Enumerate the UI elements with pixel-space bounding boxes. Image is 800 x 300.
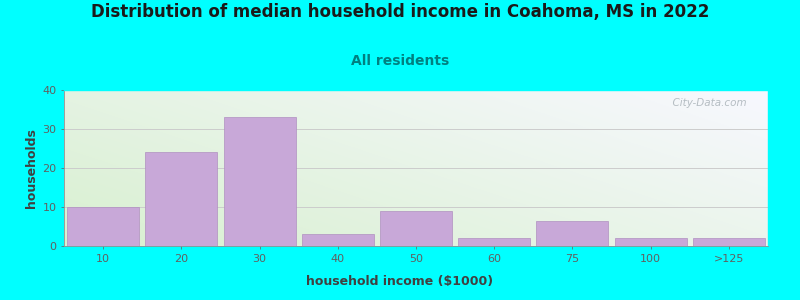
Bar [380,211,452,246]
Bar [67,207,139,246]
Text: household income ($1000): household income ($1000) [306,275,494,288]
Text: All residents: All residents [351,54,449,68]
Bar [614,238,686,246]
Text: City-Data.com: City-Data.com [666,98,747,108]
Bar [146,152,218,246]
Bar [302,234,374,246]
Bar [537,221,609,246]
Y-axis label: households: households [25,128,38,208]
Bar [458,238,530,246]
Bar [223,117,295,246]
Bar [693,238,765,246]
Text: Distribution of median household income in Coahoma, MS in 2022: Distribution of median household income … [91,3,709,21]
